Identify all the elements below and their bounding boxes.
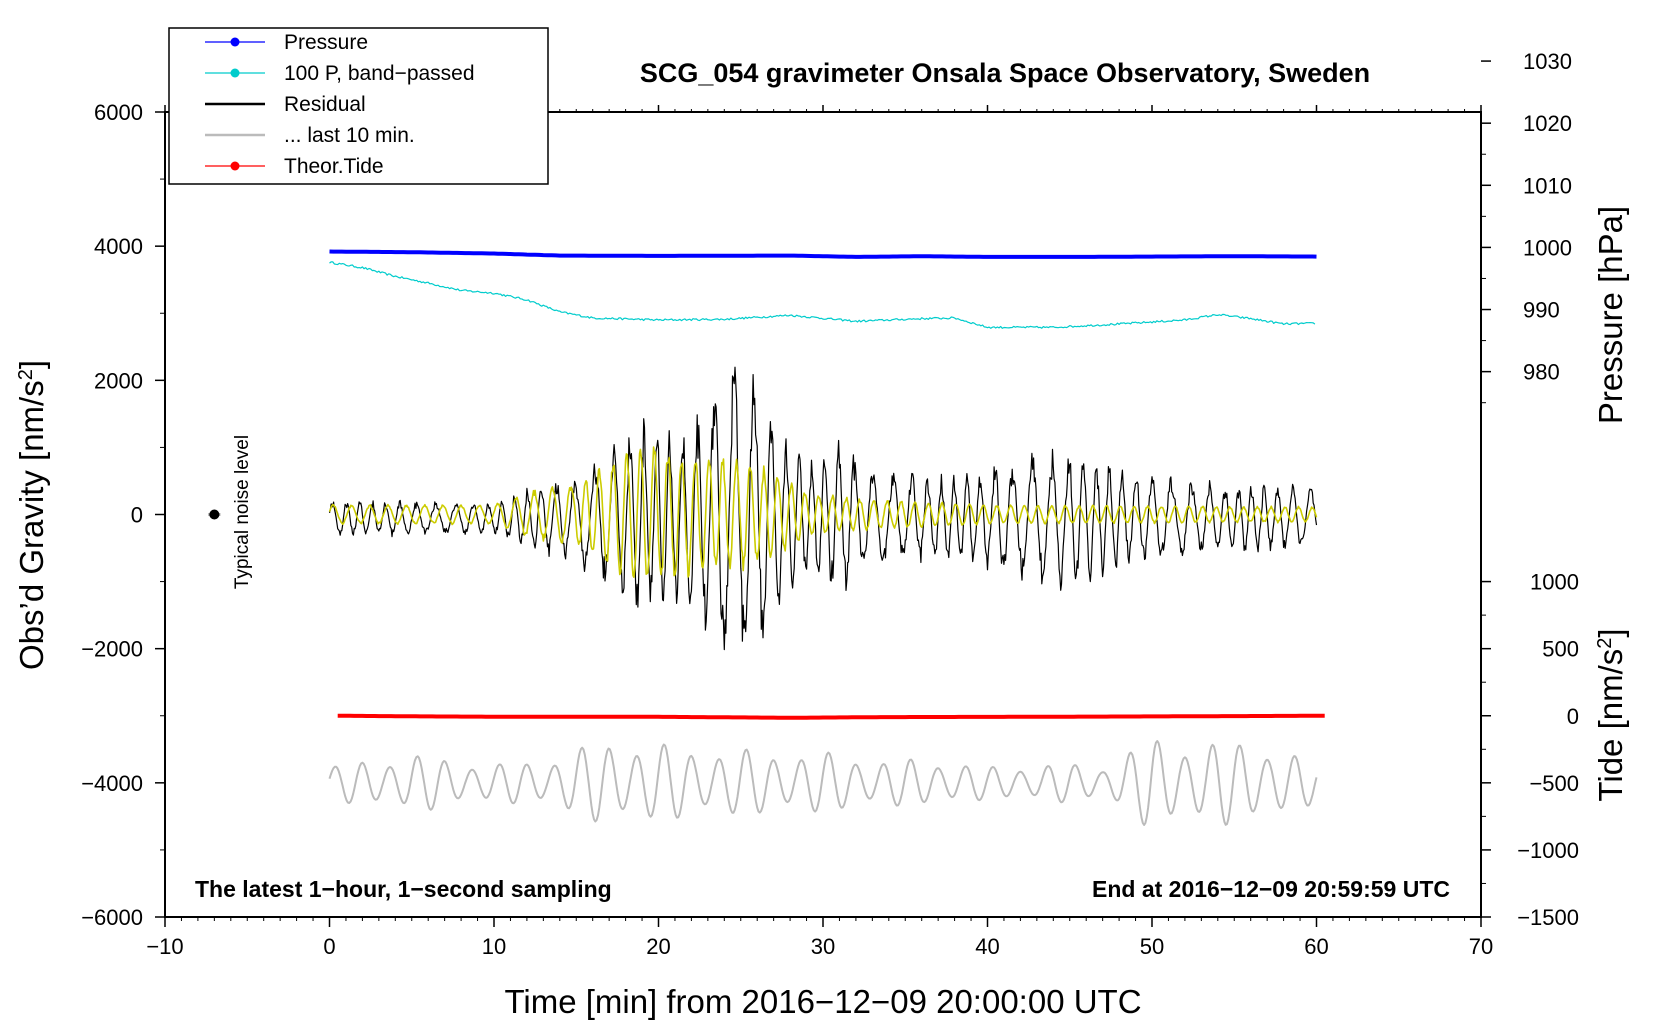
- tide-tick-label: −500: [1529, 771, 1579, 796]
- x-tick-label: 20: [646, 934, 670, 959]
- legend-label: Pressure: [284, 31, 368, 54]
- pressure-tick-label: 1030: [1523, 49, 1572, 74]
- x-tick-label: 60: [1304, 934, 1328, 959]
- tide-tick-label: 1000: [1530, 570, 1579, 595]
- y-axis-title-tide-sup: 2: [1594, 638, 1616, 649]
- pressure-tick-label: 1000: [1523, 235, 1572, 260]
- y-tick-label: −2000: [81, 637, 143, 662]
- y-axis-title-gravity-sup: 2: [15, 369, 37, 380]
- series-pressure: [329, 249, 1317, 259]
- noise-label: Typical noise level: [232, 435, 253, 589]
- series-theoretical-tide: [337, 713, 1325, 720]
- legend-label: ... last 10 min.: [284, 124, 415, 147]
- pressure-tick-label: 1020: [1523, 111, 1572, 136]
- x-tick-label: 0: [323, 934, 335, 959]
- pressure-tick-label: 990: [1523, 298, 1560, 323]
- tide-tick-label: −1000: [1517, 838, 1579, 863]
- x-tick-label: 30: [811, 934, 835, 959]
- y-tick-label: −6000: [81, 905, 143, 930]
- x-tick-label: 70: [1469, 934, 1493, 959]
- series-layer: [328, 249, 1325, 826]
- tide-tick-label: 0: [1567, 704, 1579, 729]
- x-axis-title: Time [min] from 2016−12−09 20:00:00 UTC: [504, 983, 1141, 1020]
- noise-marker: Typical noise level: [208, 435, 253, 589]
- x-tick-label: 40: [975, 934, 999, 959]
- legend-label: 100 P, band−passed: [284, 62, 475, 85]
- x-tick-label: −10: [146, 934, 183, 959]
- series-last-10-min: [328, 740, 1318, 826]
- y-tick-label: 2000: [94, 368, 143, 393]
- y-tick-label: 0: [131, 503, 143, 528]
- y-axis-title-pressure: Pressure [hPa]: [1592, 206, 1629, 424]
- y-axis-title-gravity-end: ]: [13, 360, 50, 369]
- pressure-tick-label: 980: [1523, 360, 1560, 385]
- series-band-passed-residual: [328, 446, 1318, 578]
- y-axis-title-gravity-text: Obs’d Gravity [nm/s: [13, 380, 50, 670]
- series-band-passed-pressure: [329, 261, 1316, 329]
- y-tick-label: −4000: [81, 771, 143, 796]
- tide-tick-label: −1500: [1517, 905, 1579, 930]
- sampling-note: The latest 1−hour, 1−second sampling: [195, 876, 612, 902]
- legend-marker: [230, 68, 240, 78]
- x-tick-label: 10: [482, 934, 506, 959]
- y-axis-title-tide-end: ]: [1592, 628, 1629, 637]
- legend-marker: [230, 161, 240, 171]
- tide-tick-label: 500: [1542, 637, 1579, 662]
- noise-point: [209, 509, 220, 520]
- y-tick-label: 6000: [94, 100, 143, 125]
- legend-label: Residual: [284, 93, 366, 116]
- legend: Pressure 100 P, band−passed Residual ... la…: [168, 27, 549, 185]
- y-axis-title-tide: Tide [nm/s2]: [1592, 628, 1629, 801]
- y-axis-title-gravity: Obs’d Gravity [nm/s2]: [13, 360, 50, 670]
- y-tick-label: 4000: [94, 234, 143, 259]
- axis-ticks: −10 0 10 20 30 40 50 60 706000400020000−2000−400…: [81, 49, 1579, 959]
- pressure-tick-label: 1010: [1523, 173, 1572, 198]
- legend-label: Theor.Tide: [284, 155, 384, 178]
- y-axis-title-tide-text: Tide [nm/s: [1592, 649, 1629, 802]
- legend-marker: [230, 37, 240, 47]
- chart-title: SCG_054 gravimeter Onsala Space Observat…: [640, 58, 1370, 88]
- series-residual: [328, 366, 1318, 651]
- x-tick-label: 50: [1140, 934, 1164, 959]
- legend-box: [168, 27, 549, 185]
- end-time-note: End at 2016−12−09 20:59:59 UTC: [1092, 876, 1450, 902]
